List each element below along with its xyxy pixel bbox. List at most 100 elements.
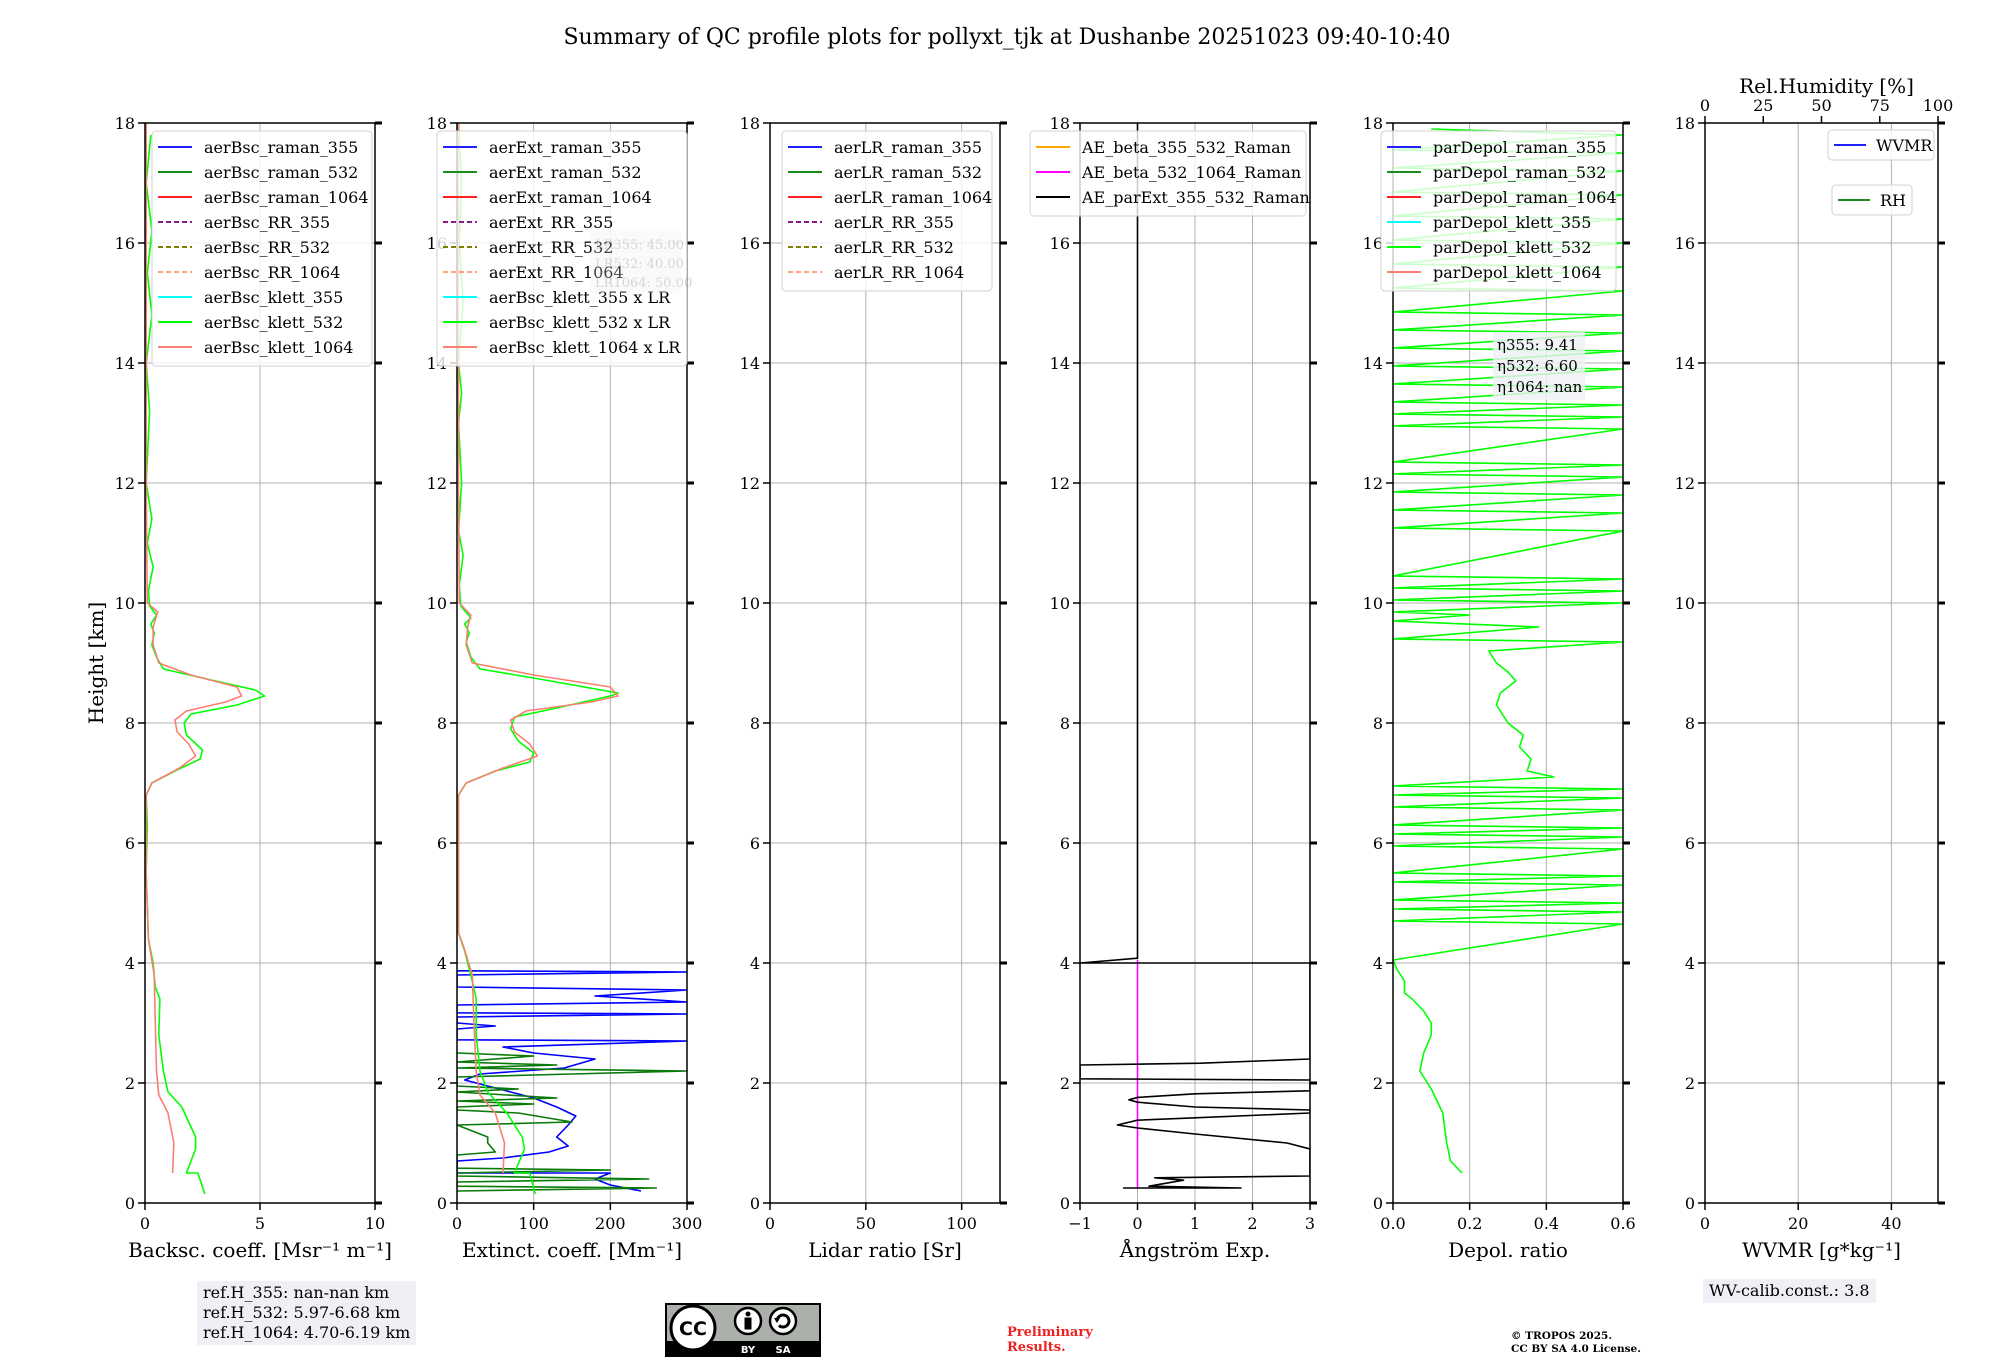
- x-axis-label: Lidar ratio [Sr]: [808, 1238, 962, 1262]
- x-axis-label: Ångström Exp.: [1119, 1237, 1270, 1262]
- legend-label: aerLR_RR_1064: [834, 263, 964, 282]
- series-group: [145, 123, 266, 1195]
- cc-by-label: BY: [741, 1345, 756, 1356]
- axes-frame: [769, 122, 1001, 1204]
- series-group: [1080, 123, 1310, 1189]
- legend-label: AE_parExt_355_532_Raman: [1081, 188, 1310, 207]
- cc-icon: CC: [669, 1304, 717, 1352]
- legend-label: aerExt_raman_1064: [489, 188, 652, 207]
- axes-frame: [456, 122, 688, 1204]
- y-tick-label: 18: [427, 114, 447, 133]
- y-tick-label: 8: [1373, 714, 1383, 733]
- y-tick-label: 18: [1050, 114, 1070, 133]
- cc-license-badge[interactable]: CC BY SA: [665, 1303, 821, 1357]
- legend-label: aerLR_raman_532: [834, 163, 982, 182]
- y-tick-label: 18: [740, 114, 760, 133]
- legend: parDepol_raman_355 parDepol_raman_532 parD…: [1380, 130, 1617, 292]
- ref-height-355: ref.H_355: nan-nan km: [203, 1283, 390, 1302]
- y-tick-label: 10: [115, 594, 135, 613]
- y-tick-label: 8: [1060, 714, 1070, 733]
- x-tick-label: 100: [946, 1214, 977, 1233]
- legend-label: aerBsc_klett_355: [204, 288, 343, 307]
- copyright-line-2: CC BY SA 4.0 License.: [1511, 1343, 1641, 1355]
- copyright-note: © TROPOS 2025. CC BY SA 4.0 License.: [1511, 1330, 1641, 1356]
- preliminary-results-note: Preliminary Results.: [1007, 1325, 1093, 1355]
- legend-label: parDepol_raman_532: [1433, 163, 1606, 182]
- y-tick-label: 16: [115, 234, 135, 253]
- y-tick-label: 0: [1685, 1194, 1695, 1213]
- y-tick-label: 4: [750, 954, 760, 973]
- y-tick-label: 16: [1675, 234, 1695, 253]
- legend-label: aerLR_raman_355: [834, 138, 982, 157]
- y-tick-label: 6: [437, 834, 447, 853]
- legend-label: aerExt_raman_355: [489, 138, 642, 157]
- depol-calibration-annotation: η355: 9.41 η532: 6.60 η1064: nan: [1493, 332, 1585, 400]
- legend: AE_beta_355_532_Raman AE_beta_532_1064_Ra…: [1029, 130, 1310, 217]
- x-tick-label: 0.0: [1380, 1214, 1405, 1233]
- panel-depol: 0 2 4 6 8 10 12 14 16 18 0.0 0.2 0.4 0.6 Depol. ratio p…: [1363, 114, 1636, 1262]
- x-axis-label: Extinct. coeff. [Mm⁻¹]: [462, 1238, 682, 1262]
- y-tick-label: 18: [115, 114, 135, 133]
- x-tick-label: 10: [365, 1214, 385, 1233]
- x-tick-label: 1: [1190, 1214, 1200, 1233]
- ref-height-532: ref.H_532: 5.97-6.68 km: [203, 1303, 401, 1322]
- legend-label: aerBsc_raman_532: [204, 163, 358, 182]
- y-tick-label: 12: [1050, 474, 1070, 493]
- x-tick-label: 3: [1305, 1214, 1315, 1233]
- x-tick-label: 0: [452, 1214, 462, 1233]
- preliminary-line-1: Preliminary: [1007, 1325, 1093, 1340]
- x-tick-label: 200: [595, 1214, 626, 1233]
- y-tick-label: 14: [740, 354, 760, 373]
- preliminary-line-2: Results.: [1007, 1340, 1066, 1355]
- legend-label: AE_beta_355_532_Raman: [1081, 138, 1291, 157]
- x-tick-label: 0: [765, 1214, 775, 1233]
- series-line-aerExt_raman_532: [457, 1052, 687, 1192]
- y-tick-label: 8: [125, 714, 135, 733]
- panel-wvmr: 0 2 4 6 8 10 12 14 16 18 0 20 40 WVMR [g*kg⁻¹] 0 25 50 75…: [1675, 74, 1954, 1262]
- series-line-aerBsc_klett_532 x LR: [457, 123, 619, 1195]
- top-x-tick-label: 0: [1700, 96, 1710, 115]
- y-tick-label: 14: [1050, 354, 1070, 373]
- y-tick-label: 12: [1675, 474, 1695, 493]
- legend-label: aerBsc_RR_355: [204, 213, 330, 232]
- legend-label: aerExt_raman_532: [489, 163, 642, 182]
- legend-box: [436, 130, 688, 367]
- y-tick-label: 18: [1363, 114, 1383, 133]
- legend-label: parDepol_klett_1064: [1433, 263, 1602, 282]
- top-x-tick-label: 25: [1753, 96, 1773, 115]
- legend-label: parDepol_klett_532: [1433, 238, 1591, 257]
- legend-label: aerLR_RR_355: [834, 213, 954, 232]
- y-tick-label: 16: [1363, 234, 1383, 253]
- series-line-aerBsc_klett_1064 x LR: [457, 123, 619, 1174]
- y-tick-label: 18: [1675, 114, 1695, 133]
- legend-box: [1827, 129, 1935, 161]
- x-tick-label: 0.2: [1457, 1214, 1482, 1233]
- x-axis-label: Depol. ratio: [1448, 1238, 1568, 1262]
- y-tick-label: 14: [1675, 354, 1695, 373]
- y-tick-label: 0: [1060, 1194, 1070, 1213]
- legend-box: [1029, 130, 1307, 217]
- reference-heights-box: ref.H_355: nan-nan km ref.H_532: 5.97-6.…: [197, 1281, 417, 1345]
- x-tick-label: 50: [856, 1214, 876, 1233]
- panel-extinction: 0246810121416180100200300Extinct. coeff.…: [427, 114, 703, 1262]
- y-tick-label: 4: [125, 954, 135, 973]
- cc-sa-label: SA: [776, 1345, 791, 1356]
- x-tick-label: 0: [1700, 1214, 1710, 1233]
- panel-backscatter: 0 2 4 6 8 10 12 14 16 18 0 5 10 Backsc. coeff. [Msr⁻¹…: [115, 114, 392, 1262]
- y-tick-label: 6: [750, 834, 760, 853]
- y-tick-label: 10: [427, 594, 447, 613]
- y-axis-label: Height [km]: [84, 602, 108, 724]
- series-line-aerExt_raman_355: [457, 970, 687, 1192]
- legend-label: aerExt_RR_355: [489, 213, 613, 232]
- legend-label: RH: [1880, 191, 1906, 210]
- legend: aerLR_raman_355 aerLR_raman_532 aerLR_rama…: [781, 130, 993, 292]
- y-tick-label: 2: [125, 1074, 135, 1093]
- legend-label: aerExt_RR_1064: [489, 263, 624, 282]
- legend-WVMR: WVMR: [1827, 129, 1935, 161]
- legend-label: aerBsc_klett_1064: [204, 338, 353, 357]
- y-tick-label: 0: [437, 1194, 447, 1213]
- x-tick-label: −1: [1068, 1214, 1092, 1233]
- legend-label: aerLR_RR_532: [834, 238, 954, 257]
- series-group: [1393, 128, 1623, 1174]
